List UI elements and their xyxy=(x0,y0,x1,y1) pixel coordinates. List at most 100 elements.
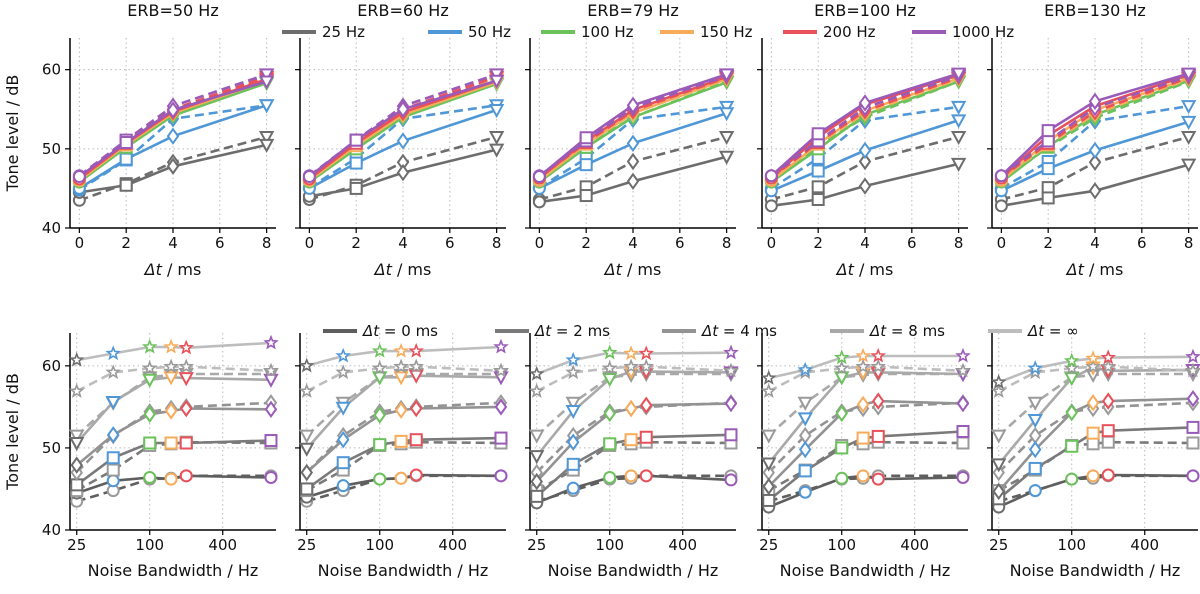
x-tick-label: 6 xyxy=(907,234,917,252)
data-marker xyxy=(718,150,735,165)
x-tick-label: 25 xyxy=(297,536,316,554)
x-tick-label: 100 xyxy=(1057,536,1086,554)
data-marker xyxy=(760,369,777,385)
data-marker xyxy=(178,339,194,355)
data-marker xyxy=(300,482,314,496)
legend-label: Δt = 4 ms xyxy=(701,322,777,340)
data-marker xyxy=(1186,389,1200,408)
data-marker-model xyxy=(1027,396,1043,411)
data-marker xyxy=(858,177,872,195)
data-marker xyxy=(858,141,872,160)
x-axis-label: Δt / ms xyxy=(835,260,894,279)
series-line-dashed xyxy=(306,365,502,393)
data-marker xyxy=(624,399,638,418)
data-marker xyxy=(1064,372,1080,387)
data-marker xyxy=(494,398,508,416)
data-marker xyxy=(603,470,617,484)
series-line-solid xyxy=(309,148,497,198)
data-marker xyxy=(337,430,350,449)
data-marker-model xyxy=(718,130,735,146)
data-marker-model xyxy=(638,358,654,374)
series-line-dashed xyxy=(1001,135,1189,201)
data-marker-model xyxy=(299,429,315,444)
data-marker xyxy=(179,469,193,483)
data-marker xyxy=(373,472,387,486)
series-line-solid xyxy=(78,81,268,184)
series-line-solid xyxy=(306,345,502,368)
data-marker-model xyxy=(797,396,813,411)
data-marker xyxy=(1086,394,1100,412)
data-marker xyxy=(300,463,313,482)
y-axis-label: Tone level / dB xyxy=(3,75,22,193)
data-marker xyxy=(105,395,121,411)
series-line-dashed xyxy=(308,104,497,189)
x-tick-label: 8 xyxy=(262,234,272,252)
panel-top-2: 0 2 4 6 8 Δt / ms ERB=60 Hz xyxy=(295,1,506,279)
panel-top-1: 0 2 4 6 8 40 50 60 Δt / ms ERB=50 Hz xyxy=(42,1,276,279)
series-25-hz xyxy=(994,130,1197,213)
data-marker xyxy=(1065,439,1079,453)
data-marker xyxy=(602,372,618,388)
x-tick-label: 0 xyxy=(535,234,545,252)
data-marker xyxy=(835,441,849,455)
x-tick-label: 2 xyxy=(813,234,823,252)
data-marker-model xyxy=(141,360,158,375)
data-marker xyxy=(349,181,363,195)
series-line-solid xyxy=(997,397,1194,493)
data-marker xyxy=(1086,426,1100,440)
series-line-solid xyxy=(1001,163,1189,208)
series-line-dashed xyxy=(538,105,727,189)
data-marker xyxy=(872,392,885,410)
x-tick-label: 4 xyxy=(860,234,870,252)
data-marker xyxy=(798,464,812,478)
panel-bottom-2: 25 100 400 Noise Bandwidth / Hz xyxy=(295,333,509,580)
data-marker-model xyxy=(950,130,967,146)
series--t- xyxy=(760,347,971,398)
x-axis-label: Noise Bandwidth / Hz xyxy=(318,561,489,580)
x-tick-label: 6 xyxy=(675,234,685,252)
x-axis-label: Noise Bandwidth / Hz xyxy=(88,561,259,580)
series-line-solid xyxy=(305,405,502,474)
data-marker-model xyxy=(163,358,179,374)
x-tick-label: 0 xyxy=(767,234,777,252)
data-marker-model xyxy=(298,383,315,398)
data-marker-model xyxy=(565,364,581,380)
data-marker-model xyxy=(69,429,85,444)
data-marker xyxy=(1180,158,1197,173)
data-marker xyxy=(532,195,546,209)
x-tick-label: 0 xyxy=(305,234,315,252)
data-marker xyxy=(603,404,616,423)
data-marker xyxy=(106,474,120,488)
series-line-dashed xyxy=(1000,74,1190,177)
data-marker xyxy=(1186,469,1200,483)
data-marker xyxy=(956,470,970,484)
data-marker xyxy=(1065,472,1079,486)
data-marker xyxy=(258,75,275,90)
data-marker xyxy=(1100,349,1116,365)
data-marker xyxy=(107,426,120,444)
series--t-0-ms xyxy=(992,468,1200,514)
series-line-solid xyxy=(308,79,498,180)
data-marker xyxy=(624,433,638,447)
x-tick-label: 2 xyxy=(1043,234,1053,252)
data-marker xyxy=(565,351,581,367)
data-marker xyxy=(263,373,279,388)
series-line-solid xyxy=(768,474,964,509)
data-marker-model xyxy=(1185,362,1200,378)
data-marker-model xyxy=(761,429,777,444)
series-line-solid xyxy=(771,162,959,208)
x-axis-label: Δt / ms xyxy=(603,260,662,279)
data-marker xyxy=(119,152,133,166)
panel-top-4: 0 2 4 6 8 Δt / ms ERB=100 Hz xyxy=(757,1,968,279)
x-tick-label: 100 xyxy=(135,536,164,554)
data-marker xyxy=(1065,403,1078,422)
data-marker xyxy=(1101,424,1115,438)
series--t-2-ms xyxy=(300,431,508,498)
x-tick-label: 6 xyxy=(1137,234,1147,252)
series-line-dashed xyxy=(75,401,272,474)
legend-label: Δt = 0 ms xyxy=(362,322,438,340)
data-marker-model xyxy=(833,360,850,375)
data-marker xyxy=(142,373,158,388)
data-marker-model xyxy=(529,429,545,444)
legend-label: 100 Hz xyxy=(581,23,634,41)
